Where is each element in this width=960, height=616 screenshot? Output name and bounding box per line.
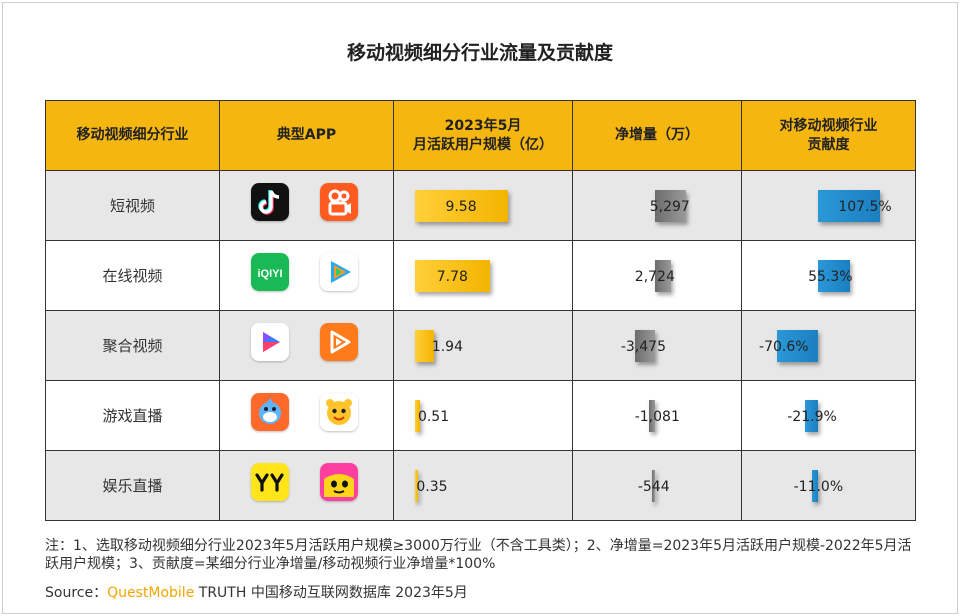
net-bar	[648, 400, 655, 432]
apps-cell	[219, 450, 394, 521]
mau-label: 7.78	[436, 269, 468, 285]
source-line: Source：QuestMobile TRUTH 中国移动互联网数据库 2023…	[45, 582, 468, 602]
header-contribution: 对移动视频行业 贡献度	[741, 100, 916, 171]
kuaishou-icon	[320, 183, 358, 221]
contrib-cell: -11.0%	[741, 450, 916, 521]
apps-cell	[219, 380, 394, 451]
source-suffix: TRUTH 中国移动互联网数据库 2023年5月	[194, 585, 468, 601]
tencent-video-icon	[320, 253, 358, 291]
contrib-cell: -70.6%	[741, 310, 916, 381]
source-brand: QuestMobile	[107, 585, 195, 601]
net-cell: -3,475	[572, 310, 742, 381]
category-cell: 游戏直播	[45, 380, 220, 451]
contrib-label: 107.5%	[838, 199, 892, 215]
net-label: -3,475	[620, 339, 666, 355]
mau-bar	[415, 190, 508, 222]
mau-label: 9.58	[445, 199, 477, 215]
contrib-bar	[818, 260, 851, 292]
net-cell: -1,081	[572, 380, 742, 451]
table-row: 游戏直播 0.51 -1,081 -21.9%	[45, 380, 916, 451]
header-net-increase: 净增量（万）	[572, 100, 742, 171]
net-label: -544	[637, 479, 670, 495]
orange-video-play-icon	[320, 323, 358, 361]
mau-label: 1.94	[431, 339, 463, 355]
shark-mascot-icon	[251, 393, 289, 431]
table-row: 聚合视频 1.94 -3,475 -70.6%	[45, 310, 916, 381]
contrib-label: -21.9%	[787, 409, 837, 425]
net-label: -1,081	[634, 409, 680, 425]
net-cell: 5,297	[572, 170, 742, 241]
header-mau: 2023年5月月活跃用户规模（亿）	[393, 100, 573, 171]
category-cell: 娱乐直播	[45, 450, 220, 521]
header-category: 移动视频细分行业	[45, 100, 220, 171]
mau-bar	[415, 400, 420, 432]
header-mau-line2: 月活跃用户规模（亿）	[413, 136, 553, 153]
apps-cell	[219, 310, 394, 381]
mau-label: 0.35	[416, 479, 448, 495]
apps-cell: iQIYI	[219, 240, 394, 311]
contrib-label: -11.0%	[793, 479, 844, 495]
net-cell: 2,724	[572, 240, 742, 311]
header-contrib-line2: 贡献度	[807, 136, 850, 153]
net-bar	[651, 470, 655, 502]
table-row: 娱乐直播 0.35 -544 -11.0%	[45, 450, 916, 521]
mau-bar	[415, 260, 491, 292]
header-apps: 典型APP	[219, 100, 394, 171]
mau-cell: 0.35	[393, 450, 573, 521]
net-bar	[655, 190, 686, 222]
aggregate-video-play-icon	[251, 323, 289, 361]
mau-cell: 0.51	[393, 380, 573, 451]
contrib-label: -70.6%	[759, 339, 809, 355]
mau-bar	[415, 470, 419, 502]
svg-text:iQIYI: iQIYI	[257, 268, 282, 280]
source-prefix: Source：	[45, 585, 108, 601]
contrib-bar	[811, 470, 818, 502]
table-row: 短视频 9.58 5,297 107.5%	[45, 170, 916, 241]
mau-cell: 7.78	[393, 240, 573, 311]
contrib-label: 55.3%	[808, 269, 853, 285]
header-mau-line1: 2023年5月	[444, 117, 522, 134]
chart-title: 移动视频细分行业流量及贡献度	[346, 42, 613, 64]
apps-cell	[219, 170, 394, 241]
net-bar	[655, 260, 671, 292]
category-cell: 短视频	[45, 170, 220, 241]
contrib-cell: 107.5%	[741, 170, 916, 241]
mau-cell: 9.58	[393, 170, 573, 241]
tiger-mascot-icon	[320, 393, 358, 431]
iqiyi-icon: iQIYI	[251, 253, 289, 291]
category-cell: 聚合视频	[45, 310, 220, 381]
contrib-cell: -21.9%	[741, 380, 916, 451]
contrib-cell: 55.3%	[741, 240, 916, 311]
mau-cell: 1.94	[393, 310, 573, 381]
contrib-bar	[818, 190, 881, 222]
contrib-bar	[805, 400, 818, 432]
douyin-icon	[251, 183, 289, 221]
footnote: 注：1、选取移动视频细分行业2023年5月活跃用户规模≥3000万行业（不含工具…	[45, 538, 912, 572]
yy-icon	[251, 463, 289, 501]
category-cell: 在线视频	[45, 240, 220, 311]
net-label: 5,297	[649, 199, 690, 215]
net-label: 2,724	[634, 269, 675, 285]
data-table: 移动视频细分行业 典型APP 2023年5月 月活跃用户规模（亿） 净增量（万） …	[45, 100, 916, 521]
contrib-bar	[777, 330, 818, 362]
yellow-face-icon	[320, 463, 358, 501]
table-row: 在线视频 iQIYI 7.78 2,724 55.3%	[45, 240, 916, 311]
net-bar	[634, 330, 655, 362]
header-contrib-line1: 对移动视频行业	[779, 117, 878, 134]
mau-label: 0.51	[417, 409, 450, 425]
mau-bar	[415, 330, 434, 362]
net-cell: -544	[572, 450, 742, 521]
